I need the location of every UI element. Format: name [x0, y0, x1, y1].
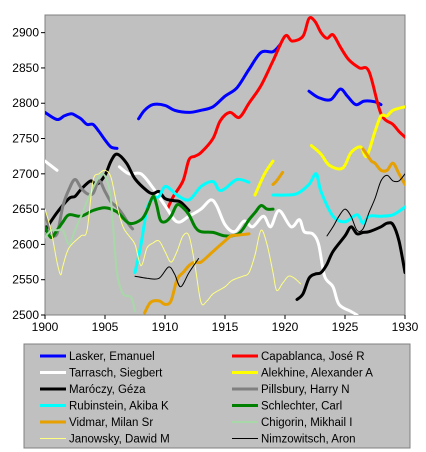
series-line — [326, 173, 405, 237]
legend-item-alekhine-alexander-a: Alekhine, Alexander A — [232, 368, 373, 380]
series-vidmar-milan-sr — [143, 147, 405, 315]
legend-label: Vidmar, Milan Sr — [69, 417, 153, 429]
legend-item-chigorin-mikhail-i: Chigorin, Mikhail I — [232, 417, 352, 429]
y-tick-label: 2600 — [12, 237, 39, 251]
legend-item-pillsbury-harry-n: Pillsbury, Harry N — [232, 384, 350, 396]
legend-label: Pillsbury, Harry N — [261, 384, 350, 396]
series-line — [271, 170, 285, 186]
series-line — [45, 152, 191, 232]
series-layer — [45, 16, 405, 315]
series-line — [307, 87, 383, 107]
y-tick-label: 2850 — [12, 61, 39, 75]
series-nimzowitsch-aron — [134, 173, 405, 288]
series-maroczy-geza — [45, 152, 405, 301]
series-line — [45, 159, 59, 172]
series-line — [165, 16, 405, 211]
series-line — [117, 165, 359, 315]
legend-item-lasker-emanuel: Lasker, Emanuel — [40, 351, 155, 363]
y-tick-label: 2700 — [12, 167, 39, 181]
x-tick-label: 1930 — [392, 320, 419, 334]
legend-item-tarrasch-siegbert: Tarrasch, Siegbert — [40, 368, 163, 380]
x-tick-label: 1905 — [92, 320, 119, 334]
legend-item-capablanca-jose-r: Capablanca, José R — [232, 351, 365, 363]
y-tick-label: 2550 — [12, 273, 39, 287]
x-tick-label: 1920 — [272, 320, 299, 334]
y-tick-label: 2750 — [12, 132, 39, 146]
series-line — [45, 172, 136, 313]
legend-item-nimzowitsch-aron: Nimzowitsch, Aron — [232, 434, 356, 446]
y-tick-label: 2500 — [12, 308, 39, 322]
legend-item-vidmar-milan-sr: Vidmar, Milan Sr — [40, 417, 153, 429]
legend-item-janowsky-dawid-m: Janowsky, Dawid M — [40, 434, 170, 446]
series-line — [361, 147, 405, 186]
legend-label: Alekhine, Alexander A — [261, 368, 373, 380]
y-tick-label: 2650 — [12, 202, 39, 216]
x-tick-label: 1910 — [152, 320, 179, 334]
x-tick-label: 1925 — [332, 320, 359, 334]
legend: Lasker, Emanuel Capablanca, José R Tarrasc… — [40, 351, 373, 446]
series-chigorin-mikhail-i — [45, 172, 136, 313]
series-lasker-emanuel — [45, 43, 383, 150]
y-tick-label: 2900 — [12, 26, 39, 40]
series-line — [137, 43, 282, 121]
x-tick-label: 1915 — [212, 320, 239, 334]
legend-label: Lasker, Emanuel — [69, 351, 155, 363]
series-line — [143, 232, 251, 315]
legend-item-rubinstein-akiba-k: Rubinstein, Akiba K — [40, 401, 169, 413]
series-line — [253, 159, 275, 197]
series-capablanca-jose-r — [165, 16, 405, 211]
series-tarrasch-siegbert — [45, 159, 359, 315]
legend-label: Maróczy, Géza — [69, 384, 146, 396]
series-line — [134, 258, 200, 288]
y-tick-label: 2800 — [12, 96, 39, 110]
legend-item-maroczy-geza: Maróczy, Géza — [40, 384, 146, 396]
legend-label: Capablanca, José R — [261, 351, 365, 363]
legend-label: Chigorin, Mikhail I — [261, 417, 352, 429]
legend-item-schlechter-carl: Schlechter, Carl — [232, 401, 342, 413]
x-tick-label: 1900 — [32, 320, 59, 334]
legend-label: Nimzowitsch, Aron — [261, 434, 356, 446]
series-line — [309, 105, 405, 171]
series-line — [271, 172, 405, 225]
legend-label: Janowsky, Dawid M — [69, 434, 170, 446]
legend-label: Tarrasch, Siegbert — [69, 368, 163, 380]
series-line — [295, 221, 405, 301]
axis-layer: 2500 2550 2600 2650 2700 2750 2800 2850 2900 1900… — [12, 26, 418, 334]
legend-label: Schlechter, Carl — [261, 401, 342, 413]
series-janowsky-dawid-m — [45, 169, 302, 306]
series-alekhine-alexander-a — [253, 105, 405, 197]
legend-label: Rubinstein, Akiba K — [69, 401, 169, 413]
series-line — [45, 169, 302, 306]
series-line — [45, 110, 119, 150]
legend-box — [23, 343, 411, 449]
